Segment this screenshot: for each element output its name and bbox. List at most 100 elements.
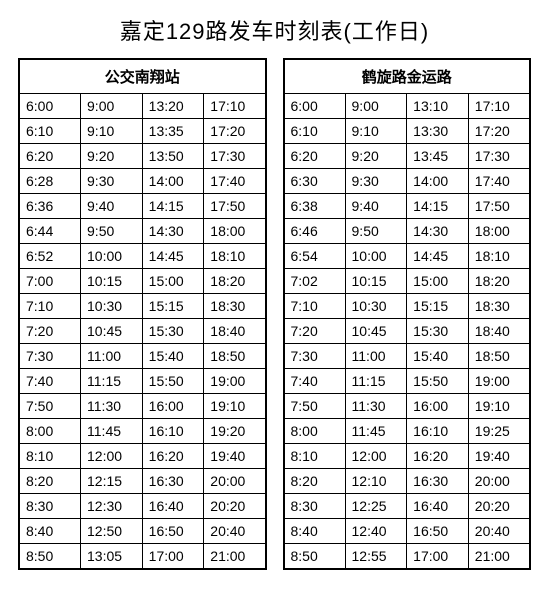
time-cell: 8:00 xyxy=(284,419,346,444)
time-cell: 10:45 xyxy=(81,319,143,344)
table-row: 8:1012:0016:2019:40 xyxy=(284,444,531,469)
time-cell: 16:40 xyxy=(142,494,204,519)
table-row: 7:4011:1515:5019:00 xyxy=(19,369,266,394)
time-cell: 6:44 xyxy=(19,219,81,244)
time-cell: 8:40 xyxy=(19,519,81,544)
time-cell: 19:00 xyxy=(468,369,530,394)
time-cell: 7:30 xyxy=(19,344,81,369)
time-cell: 20:20 xyxy=(204,494,266,519)
time-cell: 16:10 xyxy=(142,419,204,444)
time-cell: 18:10 xyxy=(468,244,530,269)
time-cell: 13:20 xyxy=(142,94,204,119)
time-cell: 10:00 xyxy=(81,244,143,269)
time-cell: 16:50 xyxy=(142,519,204,544)
time-cell: 8:00 xyxy=(19,419,81,444)
time-cell: 9:40 xyxy=(81,194,143,219)
table-row: 6:109:1013:3517:20 xyxy=(19,119,266,144)
time-cell: 18:00 xyxy=(204,219,266,244)
time-cell: 12:00 xyxy=(345,444,407,469)
time-cell: 11:45 xyxy=(345,419,407,444)
time-cell: 10:30 xyxy=(345,294,407,319)
time-cell: 20:00 xyxy=(204,469,266,494)
time-cell: 8:50 xyxy=(19,544,81,570)
time-cell: 18:40 xyxy=(204,319,266,344)
table-row: 7:3011:0015:4018:50 xyxy=(19,344,266,369)
time-cell: 16:40 xyxy=(407,494,469,519)
time-cell: 17:10 xyxy=(468,94,530,119)
time-cell: 16:20 xyxy=(142,444,204,469)
time-cell: 12:50 xyxy=(81,519,143,544)
time-cell: 9:10 xyxy=(345,119,407,144)
time-cell: 16:00 xyxy=(407,394,469,419)
time-cell: 17:10 xyxy=(204,94,266,119)
table-row: 6:369:4014:1517:50 xyxy=(19,194,266,219)
time-cell: 8:10 xyxy=(284,444,346,469)
time-cell: 7:50 xyxy=(284,394,346,419)
time-cell: 6:00 xyxy=(284,94,346,119)
time-cell: 16:30 xyxy=(407,469,469,494)
table-row: 8:2012:1016:3020:00 xyxy=(284,469,531,494)
table-row: 7:1010:3015:1518:30 xyxy=(19,294,266,319)
time-cell: 7:50 xyxy=(19,394,81,419)
time-cell: 20:20 xyxy=(468,494,530,519)
time-cell: 14:00 xyxy=(407,169,469,194)
time-cell: 17:50 xyxy=(468,194,530,219)
table-header-right: 鹤旋路金运路 xyxy=(284,59,531,94)
time-cell: 7:30 xyxy=(284,344,346,369)
time-cell: 19:40 xyxy=(468,444,530,469)
time-cell: 17:40 xyxy=(204,169,266,194)
table-row: 6:469:5014:3018:00 xyxy=(284,219,531,244)
time-cell: 19:20 xyxy=(204,419,266,444)
time-cell: 9:50 xyxy=(81,219,143,244)
tables-container: 公交南翔站 6:009:0013:2017:106:109:1013:3517:… xyxy=(0,58,549,570)
time-cell: 20:40 xyxy=(468,519,530,544)
table-row: 6:309:3014:0017:40 xyxy=(284,169,531,194)
time-cell: 13:30 xyxy=(407,119,469,144)
time-cell: 7:02 xyxy=(284,269,346,294)
time-cell: 12:40 xyxy=(345,519,407,544)
time-cell: 17:30 xyxy=(468,144,530,169)
time-cell: 6:10 xyxy=(19,119,81,144)
time-cell: 18:20 xyxy=(468,269,530,294)
time-cell: 11:30 xyxy=(345,394,407,419)
time-cell: 19:10 xyxy=(204,394,266,419)
time-cell: 8:20 xyxy=(284,469,346,494)
time-cell: 14:30 xyxy=(407,219,469,244)
time-cell: 18:50 xyxy=(204,344,266,369)
time-cell: 6:20 xyxy=(19,144,81,169)
time-cell: 13:35 xyxy=(142,119,204,144)
time-cell: 15:40 xyxy=(407,344,469,369)
time-cell: 18:20 xyxy=(204,269,266,294)
table-row: 7:5011:3016:0019:10 xyxy=(284,394,531,419)
time-cell: 7:00 xyxy=(19,269,81,294)
time-cell: 19:25 xyxy=(468,419,530,444)
time-cell: 12:55 xyxy=(345,544,407,570)
time-cell: 9:50 xyxy=(345,219,407,244)
time-cell: 10:30 xyxy=(81,294,143,319)
time-cell: 17:20 xyxy=(468,119,530,144)
time-cell: 6:38 xyxy=(284,194,346,219)
time-cell: 11:15 xyxy=(81,369,143,394)
time-cell: 17:20 xyxy=(204,119,266,144)
table-row: 8:4012:5016:5020:40 xyxy=(19,519,266,544)
time-cell: 15:15 xyxy=(407,294,469,319)
time-cell: 15:00 xyxy=(142,269,204,294)
table-row: 6:389:4014:1517:50 xyxy=(284,194,531,219)
time-cell: 8:40 xyxy=(284,519,346,544)
table-row: 8:4012:4016:5020:40 xyxy=(284,519,531,544)
time-cell: 15:40 xyxy=(142,344,204,369)
table-row: 6:109:1013:3017:20 xyxy=(284,119,531,144)
table-row: 7:2010:4515:3018:40 xyxy=(284,319,531,344)
time-cell: 15:50 xyxy=(407,369,469,394)
time-cell: 6:10 xyxy=(284,119,346,144)
time-cell: 15:30 xyxy=(407,319,469,344)
table-row: 8:3012:2516:4020:20 xyxy=(284,494,531,519)
time-cell: 15:50 xyxy=(142,369,204,394)
time-cell: 15:30 xyxy=(142,319,204,344)
time-cell: 6:46 xyxy=(284,219,346,244)
table-row: 8:1012:0016:2019:40 xyxy=(19,444,266,469)
time-cell: 8:10 xyxy=(19,444,81,469)
time-cell: 6:54 xyxy=(284,244,346,269)
time-cell: 10:00 xyxy=(345,244,407,269)
time-cell: 18:10 xyxy=(204,244,266,269)
